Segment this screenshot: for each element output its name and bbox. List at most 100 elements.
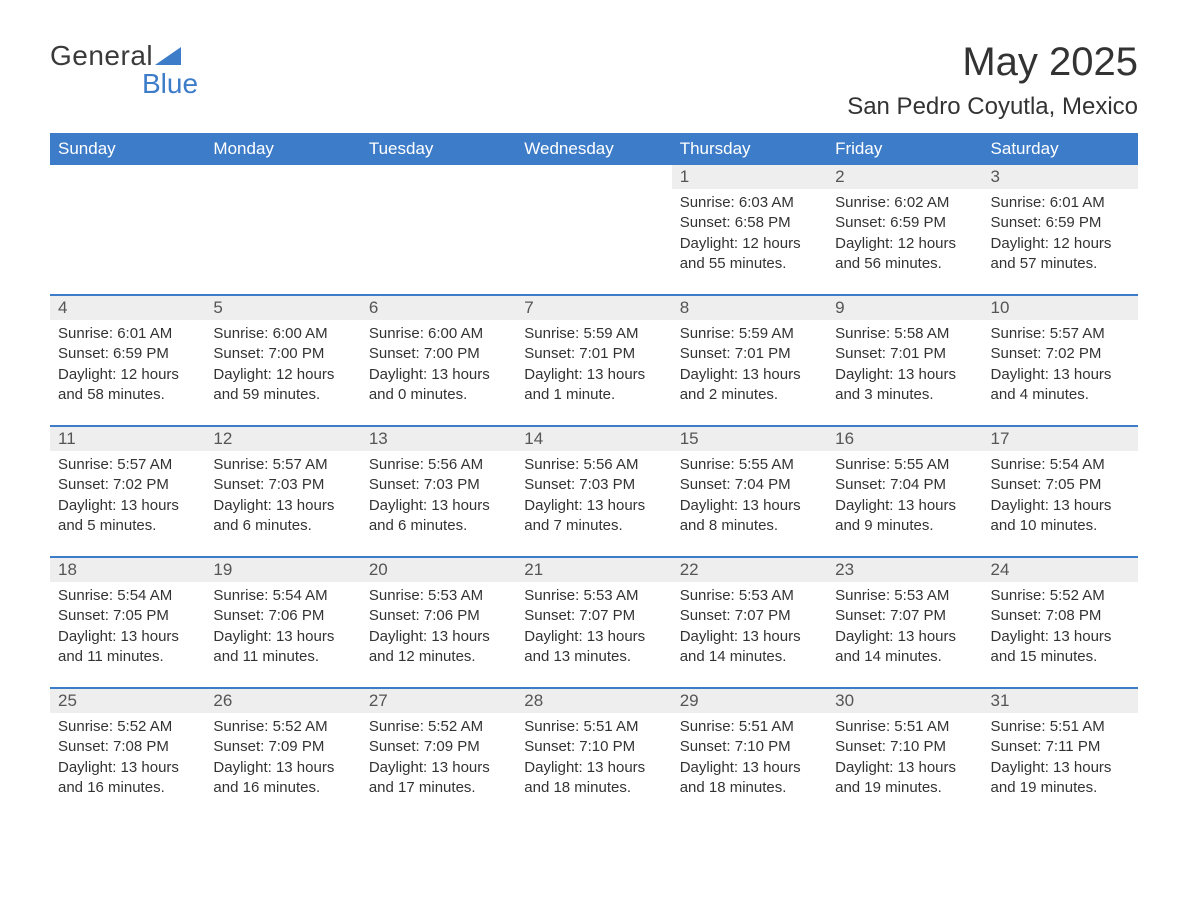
sunset-text: Sunset: 7:07 PM (524, 606, 663, 626)
sunset-text: Sunset: 7:00 PM (213, 344, 352, 364)
day-details: Sunrise: 5:52 AMSunset: 7:08 PMDaylight:… (983, 582, 1138, 677)
sunset-text: Sunset: 7:01 PM (524, 344, 663, 364)
day-details: Sunrise: 5:57 AMSunset: 7:02 PMDaylight:… (983, 320, 1138, 415)
day-number: 8 (672, 296, 827, 320)
day-number: 9 (827, 296, 982, 320)
day-details: Sunrise: 5:55 AMSunset: 7:04 PMDaylight:… (672, 451, 827, 546)
sunrise-text: Sunrise: 5:55 AM (680, 455, 819, 475)
day-details: Sunrise: 5:54 AMSunset: 7:05 PMDaylight:… (983, 451, 1138, 546)
day-number: 17 (983, 427, 1138, 451)
calendar-day-cell: 18Sunrise: 5:54 AMSunset: 7:05 PMDayligh… (50, 558, 205, 688)
sunset-text: Sunset: 7:10 PM (835, 737, 974, 757)
sunrise-text: Sunrise: 5:53 AM (835, 586, 974, 606)
daylight-text: Daylight: 12 hours and 58 minutes. (58, 365, 197, 406)
logo-word-general: General (50, 40, 153, 71)
calendar-day-cell: 13Sunrise: 5:56 AMSunset: 7:03 PMDayligh… (361, 427, 516, 557)
calendar-day-cell: 23Sunrise: 5:53 AMSunset: 7:07 PMDayligh… (827, 558, 982, 688)
sunrise-text: Sunrise: 6:02 AM (835, 193, 974, 213)
daylight-text: Daylight: 13 hours and 16 minutes. (58, 758, 197, 799)
calendar-day-cell: 10Sunrise: 5:57 AMSunset: 7:02 PMDayligh… (983, 296, 1138, 426)
day-header: Sunday (50, 133, 205, 165)
day-number: 28 (516, 689, 671, 713)
calendar-day-cell: 12Sunrise: 5:57 AMSunset: 7:03 PMDayligh… (205, 427, 360, 557)
daylight-text: Daylight: 13 hours and 12 minutes. (369, 627, 508, 668)
daylight-text: Daylight: 13 hours and 19 minutes. (835, 758, 974, 799)
calendar-week-row: 11Sunrise: 5:57 AMSunset: 7:02 PMDayligh… (50, 427, 1138, 557)
sunset-text: Sunset: 7:06 PM (369, 606, 508, 626)
daylight-text: Daylight: 13 hours and 13 minutes. (524, 627, 663, 668)
calendar-day-cell: 24Sunrise: 5:52 AMSunset: 7:08 PMDayligh… (983, 558, 1138, 688)
sunset-text: Sunset: 7:04 PM (680, 475, 819, 495)
daylight-text: Daylight: 13 hours and 6 minutes. (213, 496, 352, 537)
sunrise-text: Sunrise: 5:52 AM (369, 717, 508, 737)
day-details: Sunrise: 5:51 AMSunset: 7:10 PMDaylight:… (672, 713, 827, 808)
daylight-text: Daylight: 13 hours and 7 minutes. (524, 496, 663, 537)
sunrise-text: Sunrise: 5:59 AM (524, 324, 663, 344)
day-header: Monday (205, 133, 360, 165)
day-details: Sunrise: 5:54 AMSunset: 7:05 PMDaylight:… (50, 582, 205, 677)
day-details: Sunrise: 5:53 AMSunset: 7:07 PMDaylight:… (827, 582, 982, 677)
sunset-text: Sunset: 7:09 PM (213, 737, 352, 757)
day-number: 20 (361, 558, 516, 582)
daylight-text: Daylight: 13 hours and 19 minutes. (991, 758, 1130, 799)
sunset-text: Sunset: 7:10 PM (524, 737, 663, 757)
sunrise-text: Sunrise: 5:57 AM (58, 455, 197, 475)
daylight-text: Daylight: 13 hours and 11 minutes. (213, 627, 352, 668)
sunset-text: Sunset: 7:09 PM (369, 737, 508, 757)
day-details: Sunrise: 5:51 AMSunset: 7:10 PMDaylight:… (516, 713, 671, 808)
sunset-text: Sunset: 7:03 PM (213, 475, 352, 495)
sunrise-text: Sunrise: 5:52 AM (991, 586, 1130, 606)
sunrise-text: Sunrise: 6:00 AM (369, 324, 508, 344)
daylight-text: Daylight: 13 hours and 3 minutes. (835, 365, 974, 406)
daylight-text: Daylight: 13 hours and 8 minutes. (680, 496, 819, 537)
calendar-week-row: 1Sunrise: 6:03 AMSunset: 6:58 PMDaylight… (50, 165, 1138, 295)
calendar-day-cell: 19Sunrise: 5:54 AMSunset: 7:06 PMDayligh… (205, 558, 360, 688)
sunrise-text: Sunrise: 5:53 AM (680, 586, 819, 606)
sunset-text: Sunset: 7:08 PM (58, 737, 197, 757)
sunset-text: Sunset: 7:00 PM (369, 344, 508, 364)
calendar-day-cell: 31Sunrise: 5:51 AMSunset: 7:11 PMDayligh… (983, 689, 1138, 819)
calendar-day-cell: 30Sunrise: 5:51 AMSunset: 7:10 PMDayligh… (827, 689, 982, 819)
daylight-text: Daylight: 13 hours and 1 minute. (524, 365, 663, 406)
calendar-day-cell: 20Sunrise: 5:53 AMSunset: 7:06 PMDayligh… (361, 558, 516, 688)
day-header: Friday (827, 133, 982, 165)
day-number: 22 (672, 558, 827, 582)
day-details: Sunrise: 6:00 AMSunset: 7:00 PMDaylight:… (361, 320, 516, 415)
sunset-text: Sunset: 7:08 PM (991, 606, 1130, 626)
day-details: Sunrise: 5:59 AMSunset: 7:01 PMDaylight:… (516, 320, 671, 415)
day-number: 5 (205, 296, 360, 320)
calendar-day-cell: 25Sunrise: 5:52 AMSunset: 7:08 PMDayligh… (50, 689, 205, 819)
logo-word-blue: Blue (142, 68, 198, 99)
sunset-text: Sunset: 6:59 PM (991, 213, 1130, 233)
daylight-text: Daylight: 12 hours and 55 minutes. (680, 234, 819, 275)
calendar-day-cell: 9Sunrise: 5:58 AMSunset: 7:01 PMDaylight… (827, 296, 982, 426)
sunrise-text: Sunrise: 5:57 AM (991, 324, 1130, 344)
calendar-day-cell: 4Sunrise: 6:01 AMSunset: 6:59 PMDaylight… (50, 296, 205, 426)
daylight-text: Daylight: 13 hours and 10 minutes. (991, 496, 1130, 537)
day-details: Sunrise: 5:57 AMSunset: 7:03 PMDaylight:… (205, 451, 360, 546)
daylight-text: Daylight: 12 hours and 57 minutes. (991, 234, 1130, 275)
calendar-day-cell: 26Sunrise: 5:52 AMSunset: 7:09 PMDayligh… (205, 689, 360, 819)
daylight-text: Daylight: 12 hours and 59 minutes. (213, 365, 352, 406)
day-details: Sunrise: 5:57 AMSunset: 7:02 PMDaylight:… (50, 451, 205, 546)
sunset-text: Sunset: 7:03 PM (369, 475, 508, 495)
sunset-text: Sunset: 7:07 PM (835, 606, 974, 626)
sunrise-text: Sunrise: 5:56 AM (524, 455, 663, 475)
sunset-text: Sunset: 7:05 PM (991, 475, 1130, 495)
day-number: 23 (827, 558, 982, 582)
calendar-day-cell: 6Sunrise: 6:00 AMSunset: 7:00 PMDaylight… (361, 296, 516, 426)
sunrise-text: Sunrise: 5:51 AM (680, 717, 819, 737)
sunset-text: Sunset: 7:02 PM (58, 475, 197, 495)
day-details: Sunrise: 6:02 AMSunset: 6:59 PMDaylight:… (827, 189, 982, 284)
calendar-day-cell: 5Sunrise: 6:00 AMSunset: 7:00 PMDaylight… (205, 296, 360, 426)
calendar-day-cell: 27Sunrise: 5:52 AMSunset: 7:09 PMDayligh… (361, 689, 516, 819)
day-details: Sunrise: 5:52 AMSunset: 7:09 PMDaylight:… (205, 713, 360, 808)
sunrise-text: Sunrise: 5:53 AM (524, 586, 663, 606)
day-number: 27 (361, 689, 516, 713)
sunset-text: Sunset: 7:05 PM (58, 606, 197, 626)
day-number: 15 (672, 427, 827, 451)
sunrise-text: Sunrise: 5:56 AM (369, 455, 508, 475)
day-number: 21 (516, 558, 671, 582)
day-number: 30 (827, 689, 982, 713)
day-details: Sunrise: 6:01 AMSunset: 6:59 PMDaylight:… (983, 189, 1138, 284)
